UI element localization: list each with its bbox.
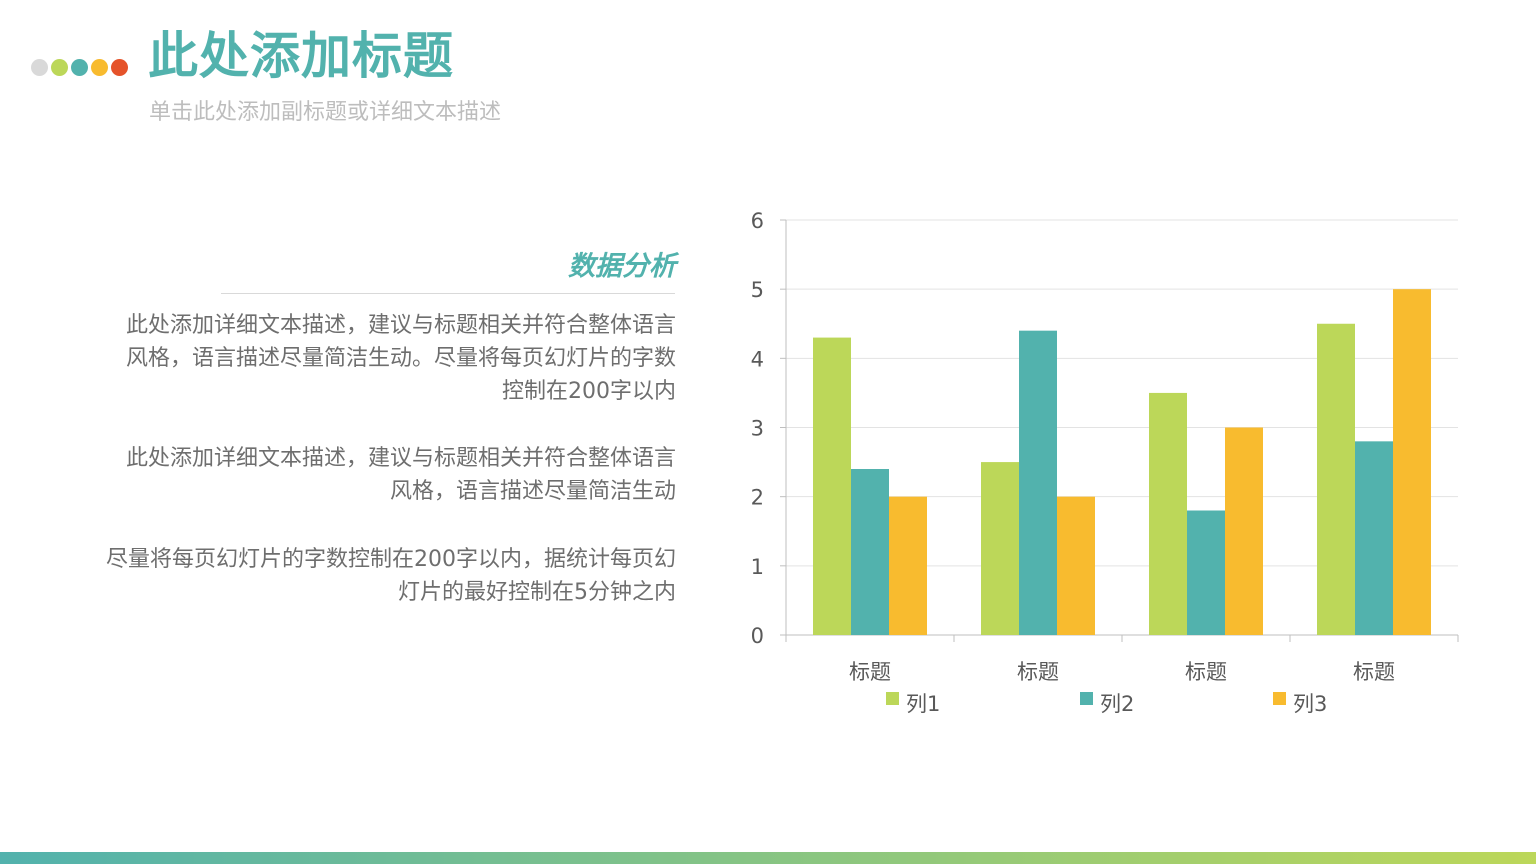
legend-label-列2: 列2 [1100, 692, 1134, 716]
decorative-dots [31, 59, 128, 76]
legend-swatch-列3 [1273, 692, 1286, 705]
bar-列1-2 [981, 462, 1019, 635]
x-tick-label: 标题 [1353, 660, 1395, 684]
dot-1 [31, 59, 48, 76]
bar-列2-4 [1355, 441, 1393, 635]
bar-列3-2 [1057, 496, 1095, 635]
divider [221, 293, 675, 294]
section-heading[interactable]: 数据分析 [568, 251, 676, 282]
paragraph-line: 控制在200字以内 [502, 379, 676, 404]
text-paragraph-1[interactable]: 此处添加详细文本描述，建议与标题相关并符合整体语言 风格，语言描述尽量简洁生动。… [56, 309, 676, 408]
dot-2 [51, 59, 68, 76]
paragraph-line: 此处添加详细文本描述，建议与标题相关并符合整体语言 [125, 313, 676, 338]
bar-列1-1 [813, 337, 851, 635]
bar-列2-2 [1019, 330, 1057, 635]
y-tick-label: 2 [751, 486, 764, 510]
bar-列1-4 [1317, 323, 1355, 635]
y-tick-label: 6 [751, 209, 764, 233]
x-tick-label: 标题 [1017, 660, 1059, 684]
page-subtitle[interactable]: 单击此处添加副标题或详细文本描述 [149, 100, 502, 125]
y-tick-label: 4 [751, 347, 764, 371]
bar-列2-3 [1187, 510, 1225, 635]
paragraph-line: 尽量将每页幻灯片的字数控制在200字以内，据统计每页幻 [106, 547, 676, 572]
y-tick-label: 1 [751, 555, 764, 579]
dot-4 [91, 59, 108, 76]
legend-swatch-列2 [1080, 692, 1093, 705]
y-tick-label: 0 [751, 624, 764, 648]
legend-swatch-列1 [886, 692, 899, 705]
bar-列2-1 [851, 469, 889, 635]
y-tick-label: 5 [751, 278, 764, 302]
bar-列3-4 [1393, 289, 1431, 635]
bar-列1-3 [1149, 392, 1187, 635]
paragraph-line: 此处添加详细文本描述，建议与标题相关并符合整体语言 [125, 446, 676, 471]
text-paragraph-3[interactable]: 尽量将每页幻灯片的字数控制在200字以内，据统计每页幻 灯片的最好控制在5分钟之… [56, 543, 676, 609]
bar-列3-1 [889, 496, 927, 635]
legend-label-列3: 列3 [1293, 692, 1327, 716]
paragraph-line: 灯片的最好控制在5分钟之内 [398, 580, 676, 605]
paragraph-line: 风格，语言描述尽量简洁生动。尽量将每页幻灯片的字数 [125, 346, 676, 371]
legend-label-列1: 列1 [906, 692, 940, 716]
bar-列3-3 [1225, 427, 1263, 635]
bottom-gradient-bar [0, 852, 1536, 864]
page-title[interactable]: 此处添加标题 [148, 27, 454, 85]
y-tick-label: 3 [751, 417, 764, 441]
dot-5 [111, 59, 128, 76]
x-tick-label: 标题 [1185, 660, 1227, 684]
x-tick-label: 标题 [849, 660, 891, 684]
dot-3 [71, 59, 88, 76]
text-paragraph-2[interactable]: 此处添加详细文本描述，建议与标题相关并符合整体语言 风格，语言描述尽量简洁生动 [56, 442, 676, 508]
paragraph-line: 风格，语言描述尽量简洁生动 [389, 479, 676, 504]
